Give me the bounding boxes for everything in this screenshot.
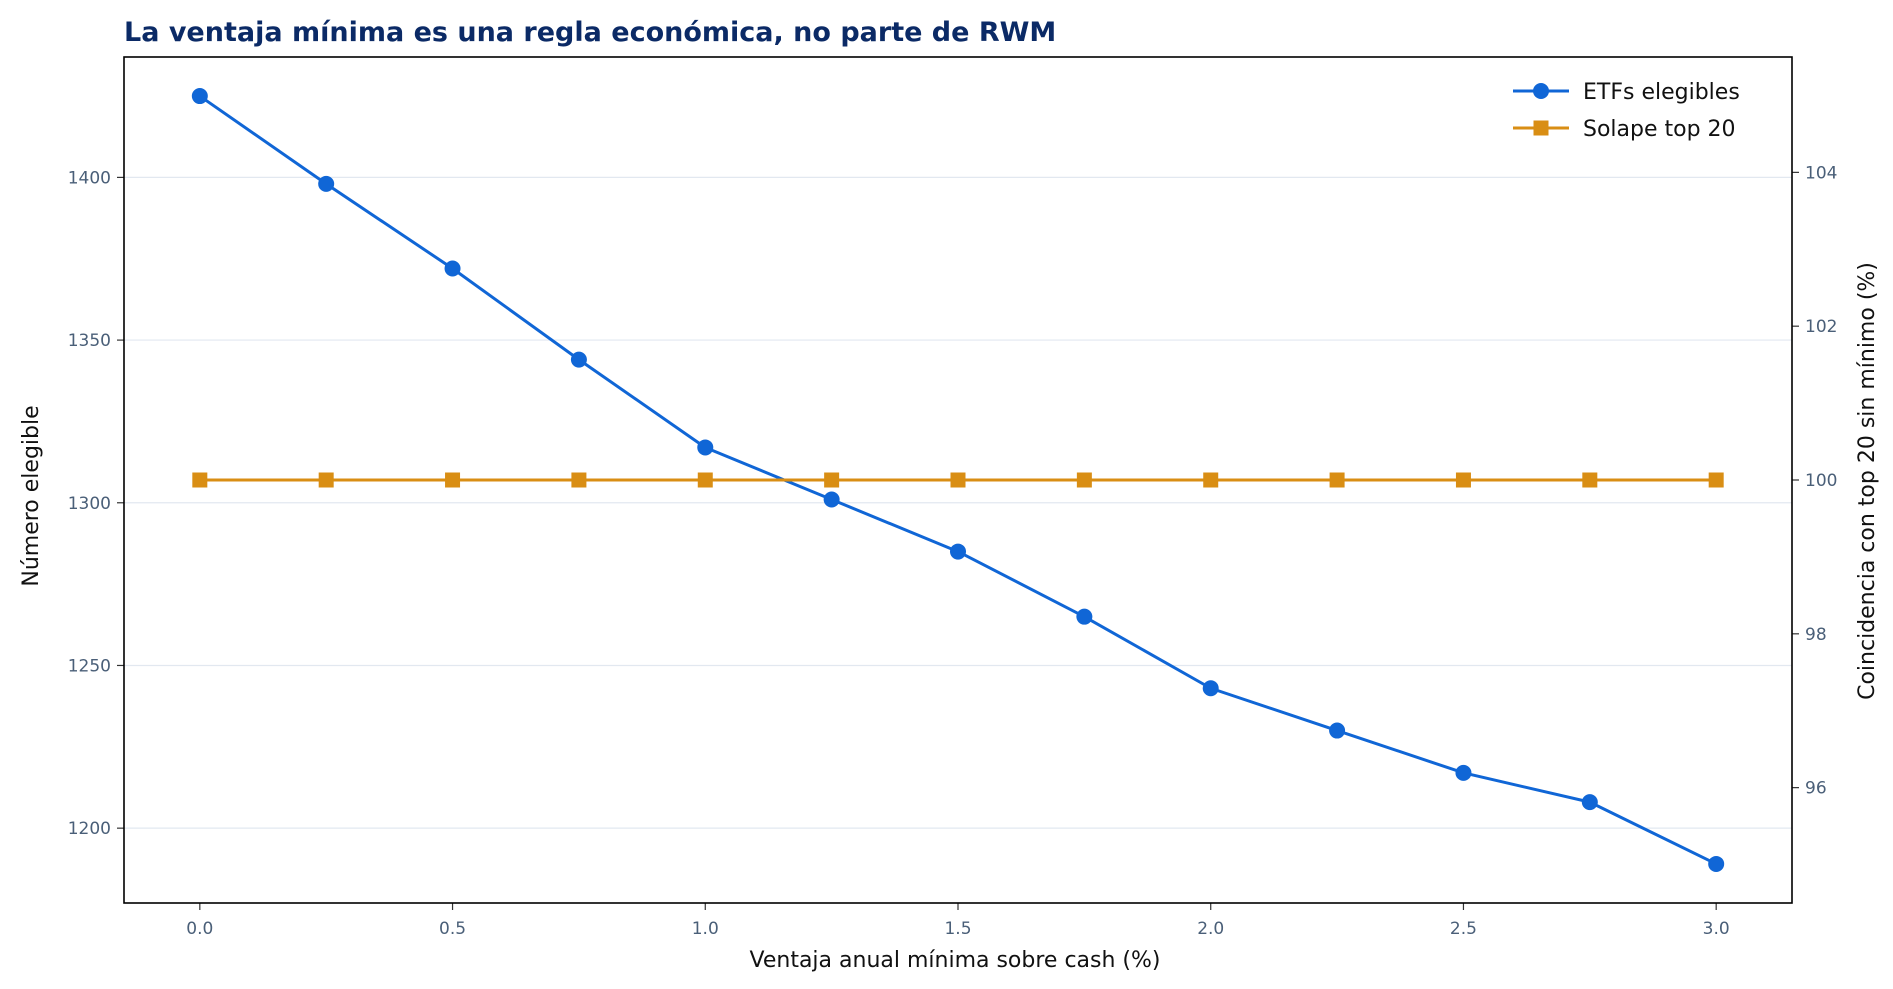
- data-point-solape-top-20: [571, 472, 587, 488]
- data-point-etfs-elegibles: [1329, 722, 1346, 739]
- x-tick-label: 2.5: [1450, 919, 1477, 939]
- data-point-etfs-elegibles: [1202, 680, 1219, 697]
- data-point-solape-top-20: [318, 472, 334, 488]
- data-point-solape-top-20: [1076, 472, 1092, 488]
- y2-tick-label: 102: [1805, 317, 1837, 337]
- data-point-etfs-elegibles: [697, 439, 714, 456]
- data-point-solape-top-20: [192, 472, 208, 488]
- y2-tick-label: 100: [1805, 471, 1837, 491]
- data-point-etfs-elegibles: [444, 260, 461, 277]
- data-point-solape-top-20: [1455, 472, 1471, 488]
- data-point-solape-top-20: [697, 472, 713, 488]
- legend-marker-solape-top-20: [1533, 120, 1549, 136]
- y2-tick-label: 96: [1805, 779, 1827, 799]
- y-tick-label: 1350: [68, 331, 111, 351]
- data-point-solape-top-20: [1329, 472, 1345, 488]
- data-point-solape-top-20: [1582, 472, 1598, 488]
- data-point-solape-top-20: [1203, 472, 1219, 488]
- y-tick-label: 1200: [68, 819, 111, 839]
- data-point-etfs-elegibles: [1455, 764, 1472, 781]
- plot-frame: [123, 56, 1793, 904]
- x-axis-label: Ventaja anual mínima sobre cash (%): [750, 948, 1161, 973]
- data-point-solape-top-20: [445, 472, 461, 488]
- x-tick-label: 0.5: [439, 919, 466, 939]
- x-axis-ticks: 0.0 0.5 1.0 1.5 2.0 2.5 3.0: [186, 903, 1730, 939]
- data-point-etfs-elegibles: [950, 543, 966, 560]
- x-tick-label: 0.0: [186, 919, 213, 939]
- legend-label-solape-top-20: Solape top 20: [1583, 117, 1736, 142]
- right-y-axis-ticks: 96 98 100 102 104: [1792, 163, 1837, 799]
- y2-tick-label: 104: [1805, 163, 1837, 183]
- x-tick-label: 3.0: [1703, 919, 1730, 939]
- data-point-etfs-elegibles: [318, 175, 335, 192]
- y-tick-label: 1400: [68, 168, 111, 188]
- data-point-etfs-elegibles: [823, 491, 840, 508]
- y-tick-label: 1300: [68, 494, 111, 514]
- series-layer: [191, 88, 1725, 872]
- y-axis-label: Número elegible: [19, 405, 44, 586]
- left-y-axis-ticks: 1200 1250 1300 1350 1400: [68, 168, 124, 839]
- data-point-solape-top-20: [950, 472, 966, 488]
- legend-label-etfs-elegibles: ETFs elegibles: [1583, 80, 1740, 105]
- data-point-etfs-elegibles: [570, 351, 587, 368]
- data-point-etfs-elegibles: [1076, 608, 1093, 625]
- chart-title: La ventaja mínima es una regla económica…: [124, 17, 1056, 48]
- data-point-solape-top-20: [1708, 472, 1724, 488]
- data-point-solape-top-20: [824, 472, 840, 488]
- y2-axis-label: Coincidencia con top 20 sin mínimo (%): [1855, 262, 1880, 700]
- y2-tick-label: 98: [1805, 625, 1827, 645]
- legend: ETFs elegibles Solape top 20: [1513, 80, 1740, 142]
- x-tick-label: 1.5: [944, 919, 971, 939]
- y-tick-label: 1250: [68, 656, 111, 676]
- data-point-etfs-elegibles: [1708, 855, 1725, 872]
- x-tick-label: 1.0: [692, 919, 719, 939]
- data-point-etfs-elegibles: [191, 88, 208, 105]
- data-point-etfs-elegibles: [1581, 794, 1598, 811]
- legend-marker-etfs-elegibles: [1533, 83, 1549, 99]
- gridlines: [124, 176, 1792, 829]
- x-tick-label: 2.0: [1197, 919, 1224, 939]
